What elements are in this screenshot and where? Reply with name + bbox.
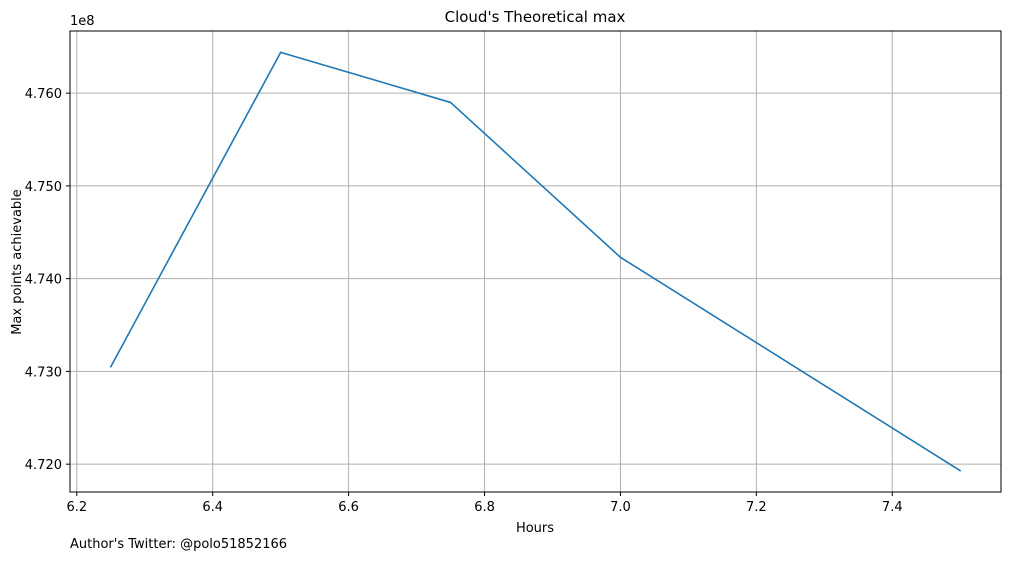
- x-tick-label: 6.8: [474, 500, 495, 515]
- data-point: [449, 101, 452, 104]
- data-point: [959, 469, 962, 472]
- data-point: [619, 256, 622, 259]
- series-line: [110, 51, 961, 472]
- x-tick-label: 7.2: [746, 500, 767, 515]
- x-tick-label: 6.4: [202, 500, 223, 515]
- y-tick-label: 4.760: [25, 87, 62, 102]
- data-point: [109, 365, 112, 368]
- x-tick-label: 7.0: [610, 500, 631, 515]
- y-axis-ticks: 4.720 4.730 4.740 4.750 4.760: [25, 87, 70, 473]
- data-point: [279, 51, 282, 54]
- y-axis-offset-label: 1e8: [70, 14, 95, 29]
- y-tick-label: 4.740: [25, 273, 62, 288]
- y-tick-label: 4.730: [25, 365, 62, 380]
- y-axis-title: Max points achievable: [10, 189, 25, 335]
- x-tick-label: 6.2: [66, 500, 87, 515]
- y-tick-label: 4.750: [25, 180, 62, 195]
- x-tick-label: 7.4: [882, 500, 903, 515]
- x-tick-label: 6.6: [338, 500, 359, 515]
- series-layer: [109, 51, 962, 472]
- plot-frame: [69, 30, 1002, 493]
- chart-title: Cloud's Theoretical max: [445, 8, 626, 26]
- x-axis-ticks: 6.2 6.4 6.6 6.8 7.0 7.2 7.4: [66, 492, 903, 515]
- y-tick-label: 4.720: [25, 458, 62, 473]
- grid-layer: [70, 31, 1001, 492]
- x-axis-title: Hours: [516, 521, 554, 536]
- author-twitter-note: Author's Twitter: @polo51852166: [70, 537, 288, 552]
